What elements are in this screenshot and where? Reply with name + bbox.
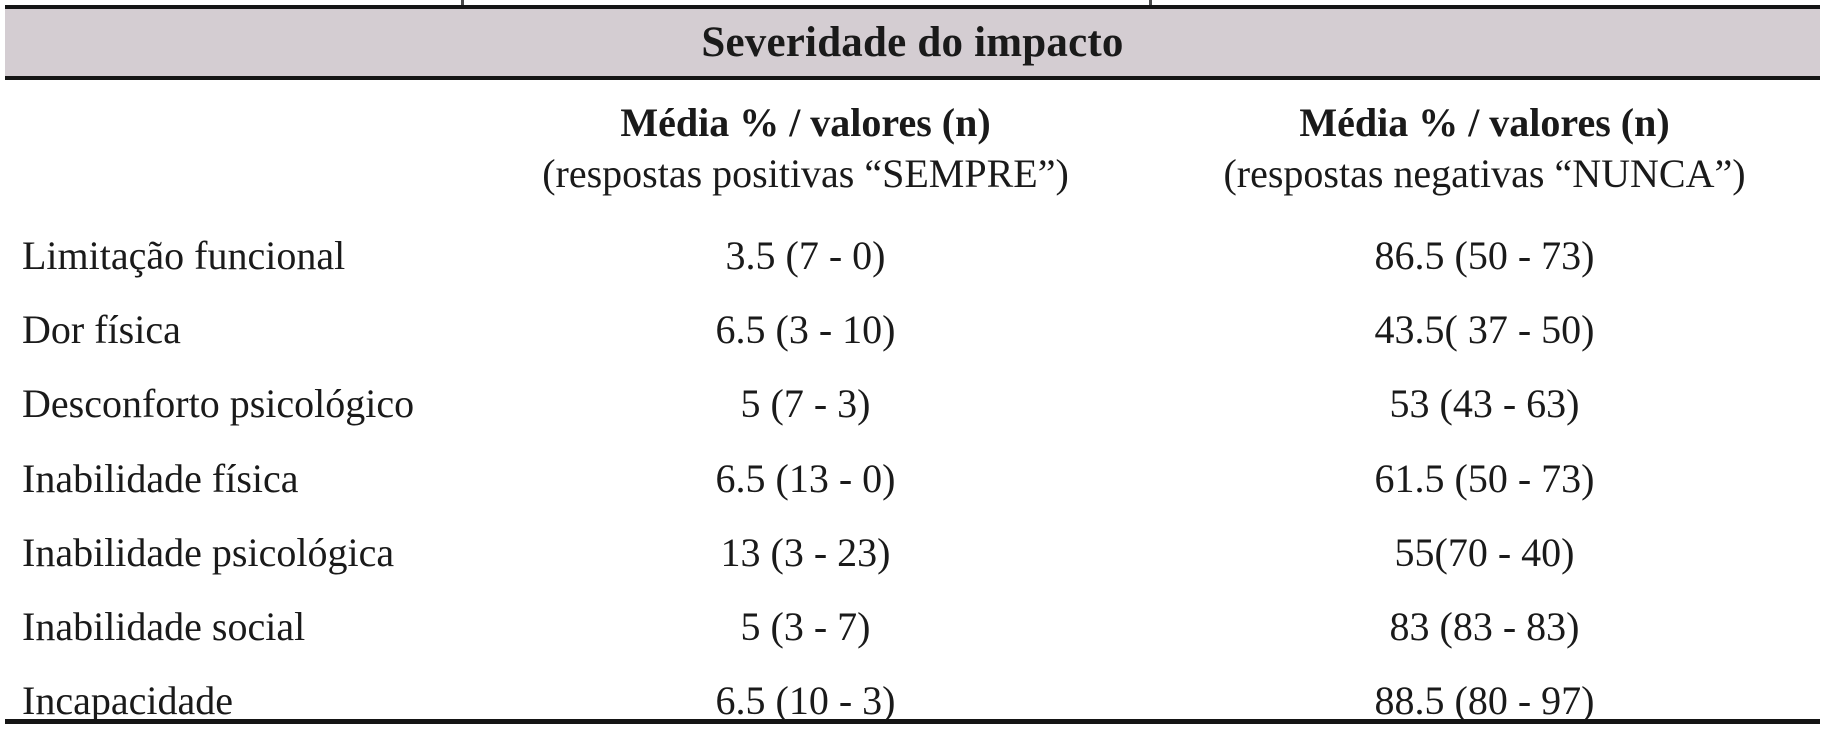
row-positive-value: 3.5 (7 - 0) [725,232,886,278]
row-negative-value: 53 (43 - 63) [1389,381,1580,427]
column-header-negative-subtitle: (respostas negativas “NUNCA”) [1223,151,1746,196]
row-label: Inabilidade física [22,455,299,501]
row-label: Limitação funcional [22,232,346,278]
row-negative-value: 88.5 (80 - 97) [1374,678,1595,724]
table-body: Limitação funcional 3.5 (7 - 0) 86.5 (50… [0,218,1825,738]
row-positive-value: 6.5 (13 - 0) [715,455,896,501]
column-header-positive-title: Média % / valores (n) [620,100,991,145]
row-positive-value: 13 (3 - 23) [720,529,891,575]
bottom-rule [5,719,1820,724]
row-negative-value: 43.5( 37 - 50) [1374,306,1595,352]
row-label: Dor física [22,306,181,352]
table-title: Severidade do impacto [701,19,1124,66]
row-negative-value: 83 (83 - 83) [1389,604,1580,650]
table-row: Inabilidade física 6.5 (13 - 0) 61.5 (50… [0,441,1825,515]
column-header-positive: Média % / valores (n) (respostas positiv… [462,96,1149,199]
table-row: Limitação funcional 3.5 (7 - 0) 86.5 (50… [0,218,1825,292]
row-positive-value: 6.5 (10 - 3) [715,678,896,724]
column-boundary-tick-right [1149,0,1152,6]
top-rule [5,5,1820,9]
row-label: Inabilidade psicológica [22,529,395,575]
column-header-negative: Média % / valores (n) (respostas negativ… [1149,96,1820,199]
row-positive-value: 5 (7 - 3) [740,381,871,427]
row-label: Desconforto psicológico [22,381,415,427]
column-header-negative-title: Média % / valores (n) [1299,100,1670,145]
header-band: Severidade do impacto [5,9,1820,76]
table-row: Dor física 6.5 (3 - 10) 43.5( 37 - 50) [0,292,1825,366]
row-negative-value: 55(70 - 40) [1394,529,1575,575]
row-label: Incapacidade [22,678,233,724]
row-negative-value: 61.5 (50 - 73) [1374,455,1595,501]
column-boundary-tick-left [461,0,464,6]
row-positive-value: 6.5 (3 - 10) [715,306,896,352]
table-row: Incapacidade 6.5 (10 - 3) 88.5 (80 - 97) [0,664,1825,738]
row-negative-value: 86.5 (50 - 73) [1374,232,1595,278]
column-header-positive-subtitle: (respostas positivas “SEMPRE”) [542,151,1069,196]
table-row: Inabilidade psicológica 13 (3 - 23) 55(7… [0,515,1825,589]
row-label: Inabilidade social [22,604,306,650]
header-divider-rule [5,76,1820,80]
row-positive-value: 5 (3 - 7) [740,604,871,650]
table-row: Desconforto psicológico 5 (7 - 3) 53 (43… [0,367,1825,441]
table-row: Inabilidade social 5 (3 - 7) 83 (83 - 83… [0,589,1825,663]
